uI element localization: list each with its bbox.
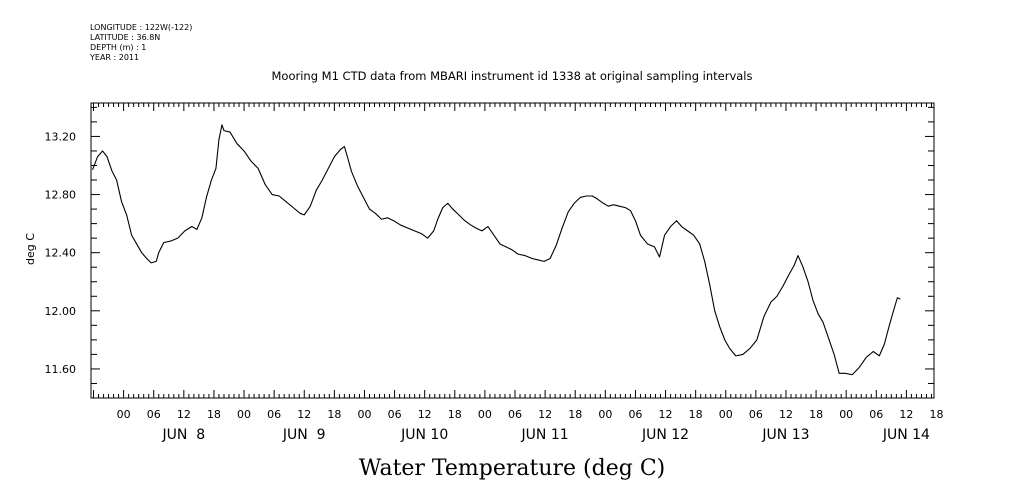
x-tick-label: 18 xyxy=(930,408,944,421)
meta-depth: DEPTH (m) : 1 xyxy=(90,43,146,52)
x-tick-label: 18 xyxy=(448,408,462,421)
x-tick-label: 12 xyxy=(899,408,913,421)
x-tick-label: 06 xyxy=(147,408,161,421)
x-date-label: JUN 12 xyxy=(641,427,689,443)
chart-title: Mooring M1 CTD data from MBARI instrumen… xyxy=(272,69,753,83)
x-tick-label: 06 xyxy=(749,408,763,421)
x-date-label: JUN 11 xyxy=(521,427,569,443)
x-date-label: JUN 14 xyxy=(882,427,930,443)
x-tick-label: 18 xyxy=(568,408,582,421)
x-tick-label: 00 xyxy=(839,408,853,421)
x-tick-label: 06 xyxy=(267,408,281,421)
x-tick-label: 00 xyxy=(117,408,131,421)
x-tick-label: 12 xyxy=(538,408,552,421)
x-date-label: JUN 13 xyxy=(761,427,809,443)
x-tick-label: 12 xyxy=(418,408,432,421)
x-tick-label: 00 xyxy=(719,408,733,421)
x-tick-label: 06 xyxy=(508,408,522,421)
x-tick-label: 06 xyxy=(869,408,883,421)
x-tick-label: 00 xyxy=(598,408,612,421)
meta-longitude: LONGITUDE : 122W(-122) xyxy=(90,23,192,32)
x-tick-label: 18 xyxy=(327,408,341,421)
temperature-line xyxy=(91,124,901,376)
y-tick-label: 12.80 xyxy=(45,189,77,202)
x-date-label: JUN 10 xyxy=(400,427,448,443)
x-tick-label: 00 xyxy=(357,408,371,421)
x-tick-label: 18 xyxy=(689,408,703,421)
x-axis-ticks xyxy=(93,103,932,398)
x-date-label: JUN 9 xyxy=(282,427,326,443)
y-tick-label: 11.60 xyxy=(45,363,77,376)
y-axis-ticks: 11.60 12.00 12.40 12.80 13.20 xyxy=(45,106,934,399)
x-tick-label: 06 xyxy=(628,408,642,421)
x-tick-label: 06 xyxy=(388,408,402,421)
x-tick-label: 12 xyxy=(779,408,793,421)
x-axis-date-labels: JUN 8 JUN 9 JUN 10 JUN 11 JUN 12 JUN 13 JUN 14 xyxy=(162,427,931,443)
meta-latitude: LATITUDE : 36.8N xyxy=(90,33,160,42)
meta-block: LONGITUDE : 122W(-122) LATITUDE : 36.8N … xyxy=(89,23,192,62)
series-group xyxy=(91,124,901,376)
x-axis-label: Water Temperature (deg C) xyxy=(359,456,666,481)
x-tick-label: 12 xyxy=(297,408,311,421)
y-axis-label: deg C xyxy=(24,233,37,265)
x-tick-label: 00 xyxy=(237,408,251,421)
x-tick-label: 00 xyxy=(478,408,492,421)
meta-year: YEAR : 2011 xyxy=(89,53,139,62)
y-tick-label: 12.40 xyxy=(45,247,77,260)
x-tick-label: 18 xyxy=(207,408,221,421)
x-tick-label: 12 xyxy=(177,408,191,421)
y-tick-label: 13.20 xyxy=(45,130,77,143)
x-tick-label: 12 xyxy=(659,408,673,421)
x-axis-tick-labels: 00 06 12 18 00 06 12 18 00 06 12 18 00 06 12 18 00 06 12 18… xyxy=(117,408,944,421)
x-tick-label: 18 xyxy=(809,408,823,421)
plot-frame xyxy=(90,102,935,399)
y-tick-label: 12.00 xyxy=(45,305,77,318)
x-date-label: JUN 8 xyxy=(162,427,206,443)
